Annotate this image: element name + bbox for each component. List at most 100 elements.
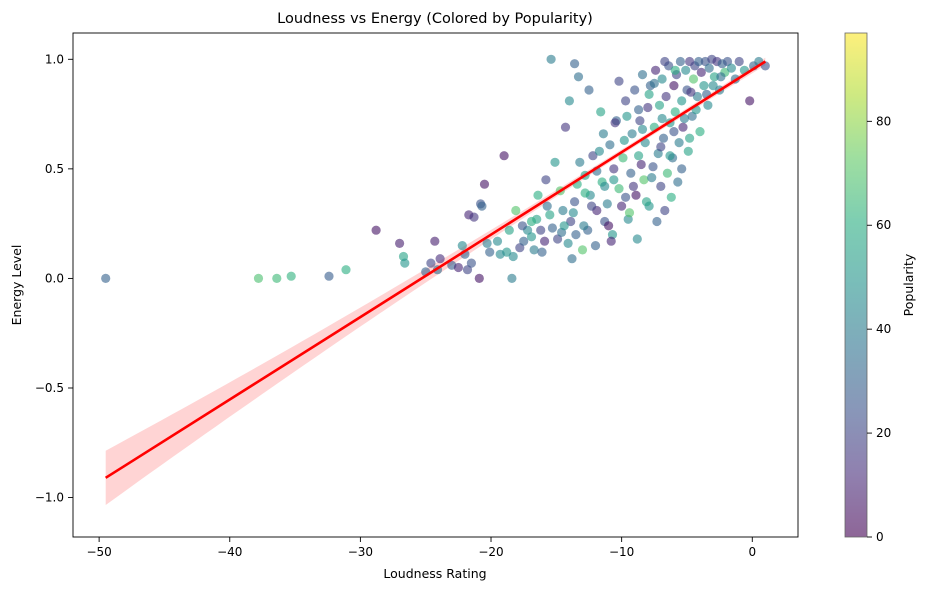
data-point	[474, 273, 484, 283]
colorbar-label: Popularity	[901, 253, 916, 316]
data-point	[734, 56, 744, 67]
data-point	[286, 271, 296, 281]
x-tick-label: −50	[86, 545, 111, 559]
data-point	[619, 135, 629, 145]
data-point	[636, 159, 646, 170]
data-point	[670, 65, 680, 75]
data-point	[661, 91, 671, 102]
y-tick-label: −0.5	[35, 381, 64, 395]
data-point	[678, 122, 688, 132]
data-point	[507, 273, 517, 283]
data-point	[101, 273, 111, 283]
colorbar-tick-label: 0	[876, 530, 884, 544]
data-point	[631, 190, 641, 200]
data-point	[545, 210, 555, 220]
data-point	[553, 234, 563, 244]
data-point	[703, 100, 713, 110]
data-point	[567, 254, 577, 264]
data-point	[571, 230, 581, 240]
x-tick-label: 0	[748, 545, 756, 559]
data-point	[547, 223, 558, 233]
plot-frame	[72, 32, 799, 538]
data-point	[499, 151, 509, 161]
data-point	[681, 65, 691, 75]
data-point	[618, 153, 628, 163]
data-point	[648, 162, 658, 172]
data-point	[536, 225, 546, 235]
data-point	[588, 151, 598, 161]
data-point	[654, 100, 665, 110]
data-point	[511, 205, 521, 216]
data-point	[604, 221, 614, 231]
data-point	[685, 133, 695, 143]
data-point	[662, 168, 673, 178]
data-point	[639, 175, 649, 185]
data-point	[492, 236, 503, 246]
data-point	[614, 76, 624, 86]
data-point	[587, 201, 597, 211]
data-point	[647, 173, 657, 183]
data-point	[637, 124, 648, 134]
x-tick-label: −40	[217, 545, 242, 559]
data-point	[704, 63, 714, 73]
data-point	[563, 238, 573, 248]
data-point	[566, 216, 576, 227]
data-point	[253, 273, 264, 283]
data-point	[485, 247, 495, 257]
data-point	[602, 199, 612, 209]
data-point	[745, 96, 755, 106]
data-point	[508, 251, 518, 262]
data-point	[621, 192, 631, 202]
data-point	[517, 221, 528, 231]
colorbar-tick-label: 80	[876, 114, 891, 128]
data-point	[609, 164, 619, 174]
data-point	[435, 254, 445, 264]
data-point	[600, 181, 610, 191]
data-point	[579, 221, 589, 231]
data-point	[426, 258, 436, 268]
data-point	[400, 258, 410, 268]
data-point	[341, 265, 351, 275]
data-point	[696, 67, 706, 77]
data-point	[674, 138, 684, 148]
data-point	[652, 216, 662, 227]
y-tick-label: 0.5	[45, 162, 64, 176]
data-point	[628, 181, 639, 191]
data-point	[716, 72, 726, 82]
data-point	[675, 56, 686, 67]
data-point	[560, 122, 571, 132]
data-point	[457, 241, 467, 251]
data-point	[430, 236, 440, 246]
data-point	[643, 102, 653, 113]
data-point	[477, 201, 487, 211]
data-point	[670, 107, 680, 117]
data-point	[395, 238, 405, 248]
data-point	[626, 168, 636, 178]
data-point	[575, 157, 585, 167]
data-point	[657, 74, 667, 84]
data-point	[635, 116, 645, 126]
data-point	[519, 236, 529, 246]
data-point	[559, 221, 569, 231]
data-point	[558, 205, 568, 216]
regression-line	[104, 60, 767, 479]
data-point	[533, 190, 543, 200]
x-tick-label: −20	[478, 545, 503, 559]
data-point	[669, 81, 679, 91]
data-point	[482, 238, 492, 248]
data-point	[272, 273, 282, 283]
data-point	[669, 127, 679, 137]
data-point	[529, 245, 539, 255]
data-point	[632, 234, 642, 244]
y-tick-label: −1.0	[35, 491, 64, 505]
data-point	[709, 72, 720, 82]
data-point	[580, 188, 590, 198]
data-point	[324, 271, 334, 281]
data-point	[621, 96, 631, 106]
data-point	[550, 157, 560, 167]
data-point	[614, 184, 624, 194]
data-point	[657, 113, 667, 124]
data-point	[634, 151, 644, 161]
y-axis-label: Energy Level	[9, 245, 24, 326]
